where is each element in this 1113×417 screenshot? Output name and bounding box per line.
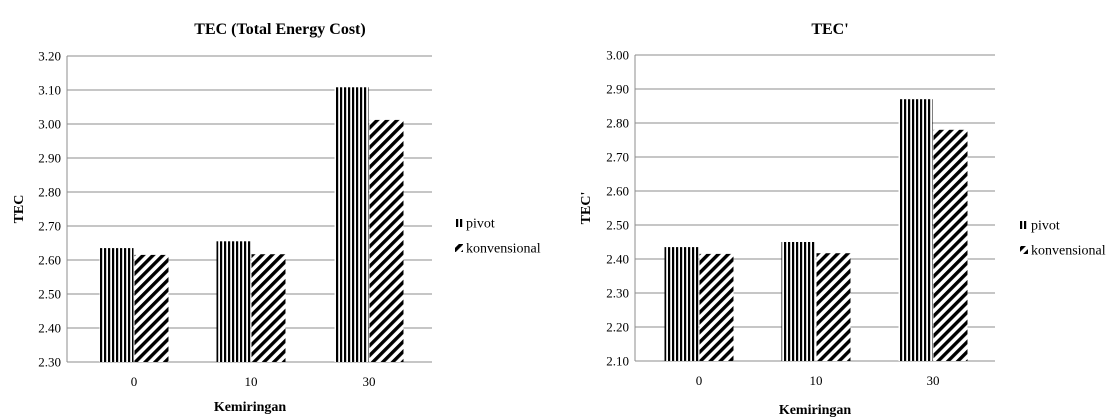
y-tick-label: 3.10 (38, 83, 61, 98)
legend-swatch-pivot (1020, 221, 1028, 229)
y-tick-label: 2.50 (606, 218, 629, 233)
legend-label: konvensional (466, 242, 541, 257)
bar-konvensional (699, 253, 734, 361)
bar-konvensional (933, 129, 968, 361)
bar-konvensional (369, 119, 404, 362)
bar-konvensional (251, 254, 286, 362)
y-tick-label: 2.30 (38, 355, 61, 370)
chart-2: TEC' 2.10 2.20 2.30 2.40 2.50 2.60 2.70 2.80 2.90… (579, 21, 1106, 417)
chart-title: TEC' (811, 21, 848, 38)
y-axis-title: TEC (12, 195, 27, 224)
legend-label: konvensional (1031, 244, 1106, 259)
bar-pivot (99, 248, 134, 362)
x-tick-label: 30 (363, 374, 376, 389)
chart-1: TEC (Total Energy Cost) 2.30 2.40 2.50 2.60 2… (12, 21, 541, 415)
legend-swatch-konvensional (1020, 246, 1028, 254)
y-tick-label: 3.20 (38, 49, 61, 64)
y-tick-label: 2.70 (38, 219, 61, 234)
y-tick-label: 2.40 (38, 321, 61, 336)
y-tick-label: 2.20 (606, 320, 629, 335)
bar-pivot (898, 99, 933, 361)
bar-pivot (781, 242, 816, 361)
y-tick-label: 3.00 (38, 117, 61, 132)
chart-title: TEC (Total Energy Cost) (194, 21, 365, 38)
legend-label: pivot (466, 217, 495, 232)
y-tick-label: 2.40 (606, 252, 629, 267)
y-tick-label: 2.80 (606, 116, 629, 131)
x-tick-label: 10 (245, 374, 258, 389)
legend-label: pivot (1031, 219, 1060, 234)
x-tick-label: 10 (810, 373, 823, 388)
y-tick-label: 2.60 (38, 253, 61, 268)
legend-swatch-pivot (455, 219, 463, 227)
x-tick-label: 0 (131, 374, 138, 389)
bar-konvensional (816, 253, 851, 361)
bar-pivot (334, 87, 369, 362)
legend-swatch-konvensional (455, 244, 463, 252)
x-tick-label: 30 (927, 373, 940, 388)
y-tick-label: 2.10 (606, 354, 629, 369)
x-axis-title: Kemiringan (779, 403, 852, 417)
bar-pivot (216, 241, 251, 362)
y-tick-label: 2.80 (38, 185, 61, 200)
y-tick-label: 3.00 (606, 48, 629, 63)
y-tick-label: 2.90 (38, 151, 61, 166)
y-tick-label: 2.50 (38, 287, 61, 302)
y-tick-label: 2.70 (606, 150, 629, 165)
bar-konvensional (134, 254, 169, 362)
y-axis-title: TEC' (579, 192, 594, 225)
y-tick-label: 2.60 (606, 184, 629, 199)
y-tick-label: 2.30 (606, 286, 629, 301)
y-tick-label: 2.90 (606, 82, 629, 97)
x-axis-title: Kemiringan (214, 400, 287, 415)
x-tick-label: 0 (696, 373, 703, 388)
bar-pivot (664, 247, 699, 361)
